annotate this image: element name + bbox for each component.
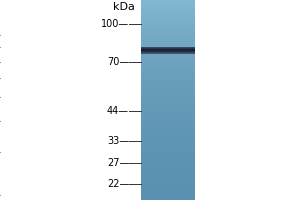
Text: kDa: kDa (113, 2, 135, 12)
Text: 22—: 22— (107, 179, 129, 189)
Text: 100—: 100— (101, 19, 129, 29)
Text: 27—: 27— (107, 158, 129, 168)
Text: 44—: 44— (107, 106, 129, 116)
Text: 33—: 33— (107, 136, 129, 146)
Text: 70—: 70— (107, 57, 129, 67)
